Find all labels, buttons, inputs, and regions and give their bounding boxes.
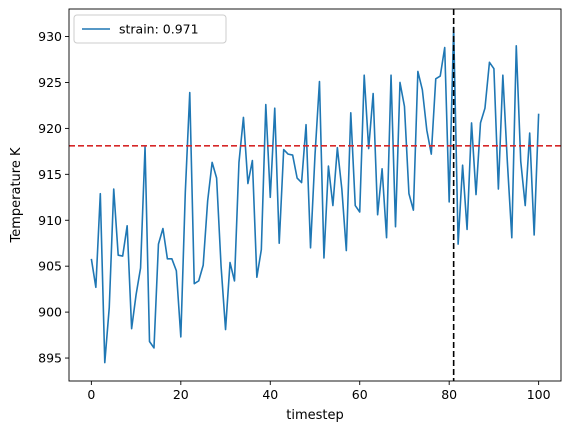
x-axis: 0 20 40 60 80 100 bbox=[87, 381, 551, 402]
y-tick-label: 920 bbox=[38, 121, 62, 136]
y-axis: 895 900 905 910 915 920 925 930 bbox=[38, 29, 69, 366]
x-axis-label: timestep bbox=[286, 408, 344, 423]
plot-area bbox=[68, 8, 562, 382]
y-tick-label: 905 bbox=[38, 259, 62, 274]
x-tick-label: 0 bbox=[87, 387, 95, 402]
y-tick-label: 895 bbox=[38, 351, 62, 366]
series-line-strain bbox=[90, 26, 540, 364]
axes-frame bbox=[68, 8, 562, 382]
x-tick-label: 100 bbox=[527, 387, 551, 402]
series-layer bbox=[90, 26, 540, 364]
reference-lines bbox=[69, 9, 561, 381]
legend: strain: 0.971 bbox=[73, 14, 227, 44]
y-tick-label: 900 bbox=[38, 305, 62, 320]
y-tick-label: 930 bbox=[38, 29, 62, 44]
legend-box bbox=[73, 14, 227, 44]
x-tick-label: 40 bbox=[262, 387, 278, 402]
legend-entry-strain: strain: 0.971 bbox=[119, 22, 199, 37]
x-tick-label: 20 bbox=[173, 387, 189, 402]
y-axis-label: Temperature K bbox=[9, 147, 24, 243]
x-tick-label: 60 bbox=[352, 387, 368, 402]
y-tick-label: 910 bbox=[38, 213, 62, 228]
x-tick-label: 80 bbox=[441, 387, 457, 402]
y-tick-label: 925 bbox=[38, 75, 62, 90]
y-tick-label: 915 bbox=[38, 167, 62, 182]
